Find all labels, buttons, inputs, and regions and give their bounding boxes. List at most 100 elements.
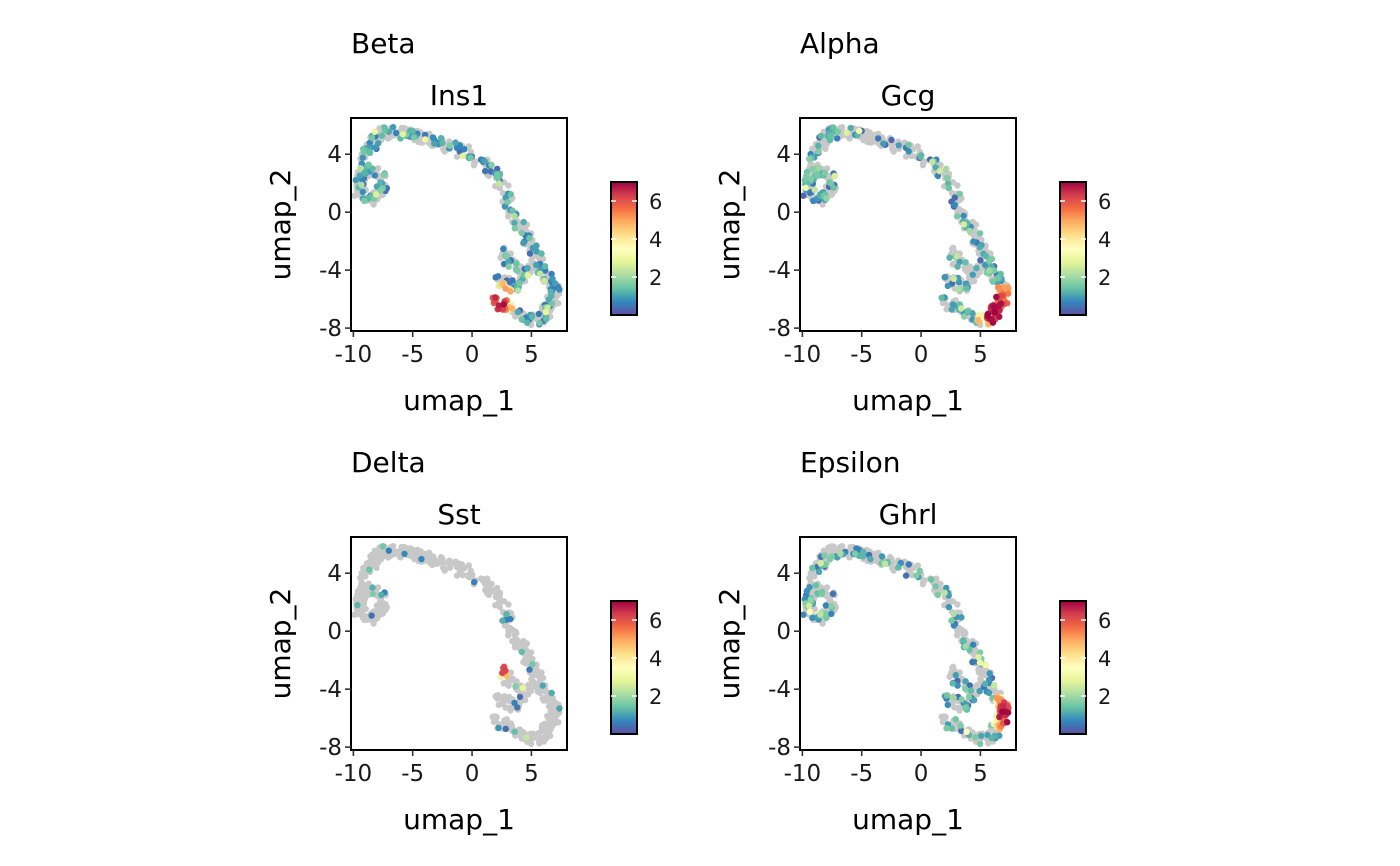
expressing-point <box>361 197 368 204</box>
cell-point <box>938 713 945 720</box>
expressing-point <box>506 279 514 286</box>
expressing-point <box>809 614 816 621</box>
expressing-point <box>966 227 973 235</box>
cell-point <box>956 206 963 214</box>
expressing-point <box>500 301 507 308</box>
cell-point <box>441 148 448 155</box>
expressing-point <box>389 124 397 131</box>
expressing-point <box>806 155 813 163</box>
cell-point <box>495 593 502 600</box>
expressing-point <box>505 258 512 265</box>
panel-tag: Delta <box>351 446 426 479</box>
expressing-point <box>551 280 559 287</box>
expressing-point <box>847 124 854 132</box>
colorbar <box>1059 181 1087 316</box>
expressing-point <box>807 597 814 604</box>
expressing-point <box>359 154 366 161</box>
y-tick-label: -4 <box>768 677 791 703</box>
expressing-point <box>471 578 478 586</box>
expressing-point <box>963 285 970 292</box>
expressing-point <box>1000 703 1007 710</box>
expressing-point <box>526 234 533 242</box>
expressing-point <box>378 591 385 599</box>
expressing-point <box>834 128 841 135</box>
cell-point <box>914 143 921 150</box>
panel-ghrl: Epsilon Ghrl -10 -5 0 5 -8 -4 0 4 umap_1 umap_2 2 4 6 <box>713 446 1111 836</box>
cell-point <box>446 557 453 564</box>
expressing-point <box>856 127 863 135</box>
expressing-point <box>538 250 545 257</box>
cell-point <box>484 584 491 591</box>
expressing-point <box>991 267 998 274</box>
plot-frame <box>799 536 1017 751</box>
cell-point <box>480 576 487 583</box>
colorbar-tick-label: 2 <box>1098 685 1111 709</box>
cell-point <box>505 632 512 639</box>
expressing-point <box>913 572 920 579</box>
expressing-point <box>536 270 544 277</box>
expressing-point <box>368 134 376 141</box>
expressing-point <box>986 670 993 677</box>
cell-point <box>354 591 361 599</box>
expressing-point <box>368 612 375 619</box>
expressing-point <box>369 590 376 598</box>
expressing-point <box>536 319 543 327</box>
expressing-point <box>511 225 519 232</box>
expressing-point <box>377 179 384 186</box>
cell-point <box>512 628 519 635</box>
x-tick-label: 0 <box>914 761 929 787</box>
expressing-point <box>500 245 507 253</box>
cell-point <box>528 676 535 683</box>
expressing-point <box>829 590 837 597</box>
expressing-point <box>966 682 973 689</box>
x-tick-label: -10 <box>784 342 822 368</box>
panel-ins1: Beta Ins1 -10 -5 0 5 -8 -4 0 4 umap_1 umap_2 2 4 6 <box>264 27 662 417</box>
expressing-point <box>955 285 962 293</box>
expressing-point <box>439 139 446 147</box>
expressing-point <box>875 135 882 142</box>
points-layer <box>351 124 563 328</box>
y-tick-label: -8 <box>768 735 791 761</box>
expressing-point <box>977 732 985 739</box>
expressing-point <box>815 164 823 172</box>
expressing-point <box>811 186 818 194</box>
cell-point <box>870 550 878 558</box>
cell-point <box>465 562 472 569</box>
expressing-point <box>494 273 502 280</box>
expressing-point <box>951 201 959 209</box>
expressing-point <box>514 267 521 275</box>
expressing-point <box>503 611 510 618</box>
expressing-point <box>834 135 841 142</box>
y-tick-label: 4 <box>776 142 791 168</box>
cell-point <box>548 711 555 719</box>
cell-point <box>919 162 927 169</box>
expressing-point <box>1004 719 1011 726</box>
y-tick-label: -4 <box>319 677 342 703</box>
y-tick-label: 0 <box>327 619 342 645</box>
expressing-point <box>459 152 466 160</box>
expressing-point <box>996 713 1003 721</box>
cell-point <box>492 602 499 609</box>
expressing-point <box>952 716 959 723</box>
y-axis-title: umap_2 <box>264 588 297 700</box>
cell-point <box>520 637 527 645</box>
expressing-point <box>360 148 367 156</box>
cell-point <box>387 552 394 559</box>
cell-point <box>537 734 544 742</box>
expressing-point <box>518 316 525 323</box>
panel-tag: Alpha <box>800 27 880 60</box>
expressing-point <box>828 610 835 617</box>
y-tick-label: -8 <box>768 316 791 342</box>
expressing-point <box>817 560 824 567</box>
colorbar <box>610 181 638 316</box>
expressing-point <box>917 153 924 160</box>
colorbar-tick-label: 6 <box>1098 190 1111 214</box>
expressing-point <box>354 601 361 609</box>
expressing-point <box>941 589 948 596</box>
expressing-point <box>888 136 895 144</box>
y-tick-label: -8 <box>319 735 342 761</box>
expressing-point <box>962 259 969 266</box>
cell-point <box>524 658 531 665</box>
cell-point <box>545 703 553 710</box>
